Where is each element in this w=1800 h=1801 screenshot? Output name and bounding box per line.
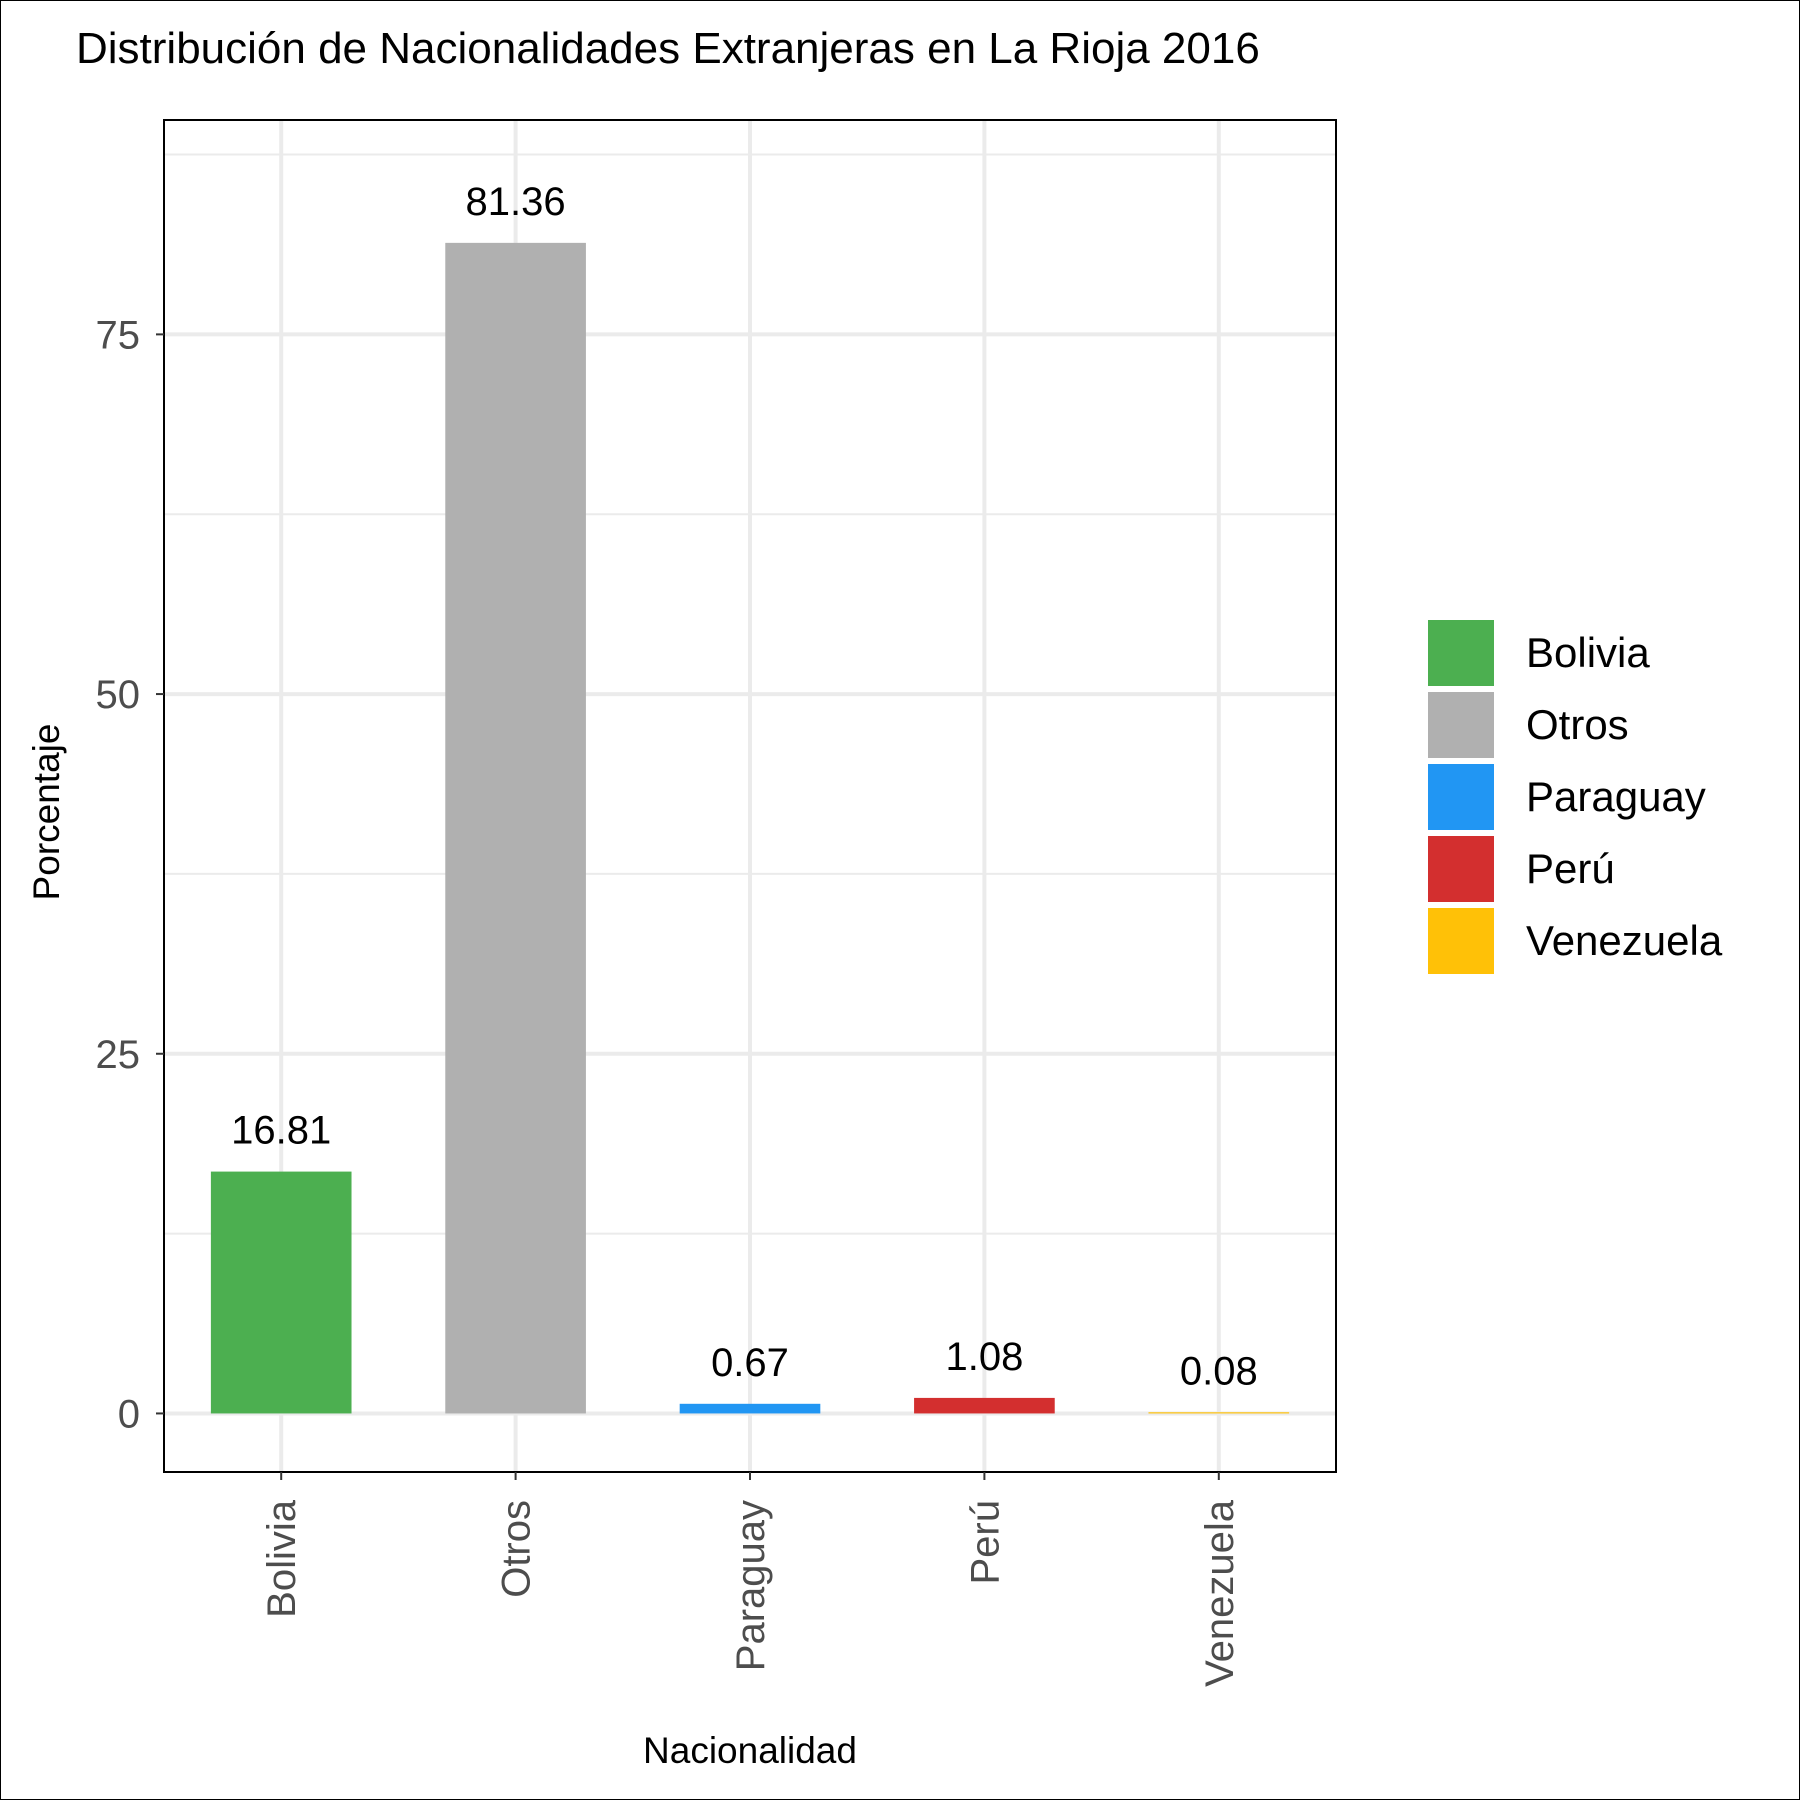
data-label: 81.36 (466, 180, 566, 224)
bar-per- (914, 1397, 1055, 1414)
data-label: 0.08 (1180, 1349, 1258, 1393)
plot-area: 16.81 81.36 0.67 1.08 0.08 0 25 50 75 Bolivia Otro… (96, 119, 1337, 1687)
legend-key (1428, 908, 1494, 974)
legend-label: Otros (1526, 701, 1629, 748)
y-axis-title: Porcentaje (26, 724, 67, 901)
legend-key (1428, 620, 1494, 686)
bar-venezuela (1148, 1412, 1290, 1414)
x-tick-label: Paraguay (729, 1500, 773, 1671)
x-tick-label: Otros (495, 1500, 539, 1598)
legend-key (1428, 692, 1494, 758)
legend-label: Perú (1526, 845, 1615, 892)
legend: Bolivia Otros Paraguay Perú Venezuela (1428, 620, 1723, 974)
bar-otros (445, 242, 586, 1414)
x-tick-label: Venezuela (1198, 1499, 1242, 1687)
data-label: 1.08 (945, 1335, 1023, 1379)
data-label: 0.67 (711, 1341, 789, 1385)
data-label: 16.81 (231, 1109, 331, 1153)
x-tick-label: Perú (963, 1500, 1007, 1585)
y-tick-label: 50 (96, 673, 141, 717)
x-tick-label: Bolivia (260, 1499, 304, 1618)
chart-title: Distribución de Nacionalidades Extranjer… (76, 24, 1260, 73)
legend-key (1428, 836, 1494, 902)
y-tick-label: 25 (96, 1033, 141, 1077)
bar-paraguay (679, 1403, 821, 1414)
x-axis-title: Nacionalidad (643, 1730, 857, 1771)
y-tick-label: 0 (118, 1392, 140, 1436)
legend-label: Bolivia (1526, 629, 1650, 676)
legend-label: Paraguay (1526, 773, 1706, 820)
bar-bolivia (210, 1171, 352, 1414)
legend-label: Venezuela (1526, 917, 1723, 964)
legend-key (1428, 764, 1494, 830)
y-tick-label: 75 (96, 313, 141, 357)
